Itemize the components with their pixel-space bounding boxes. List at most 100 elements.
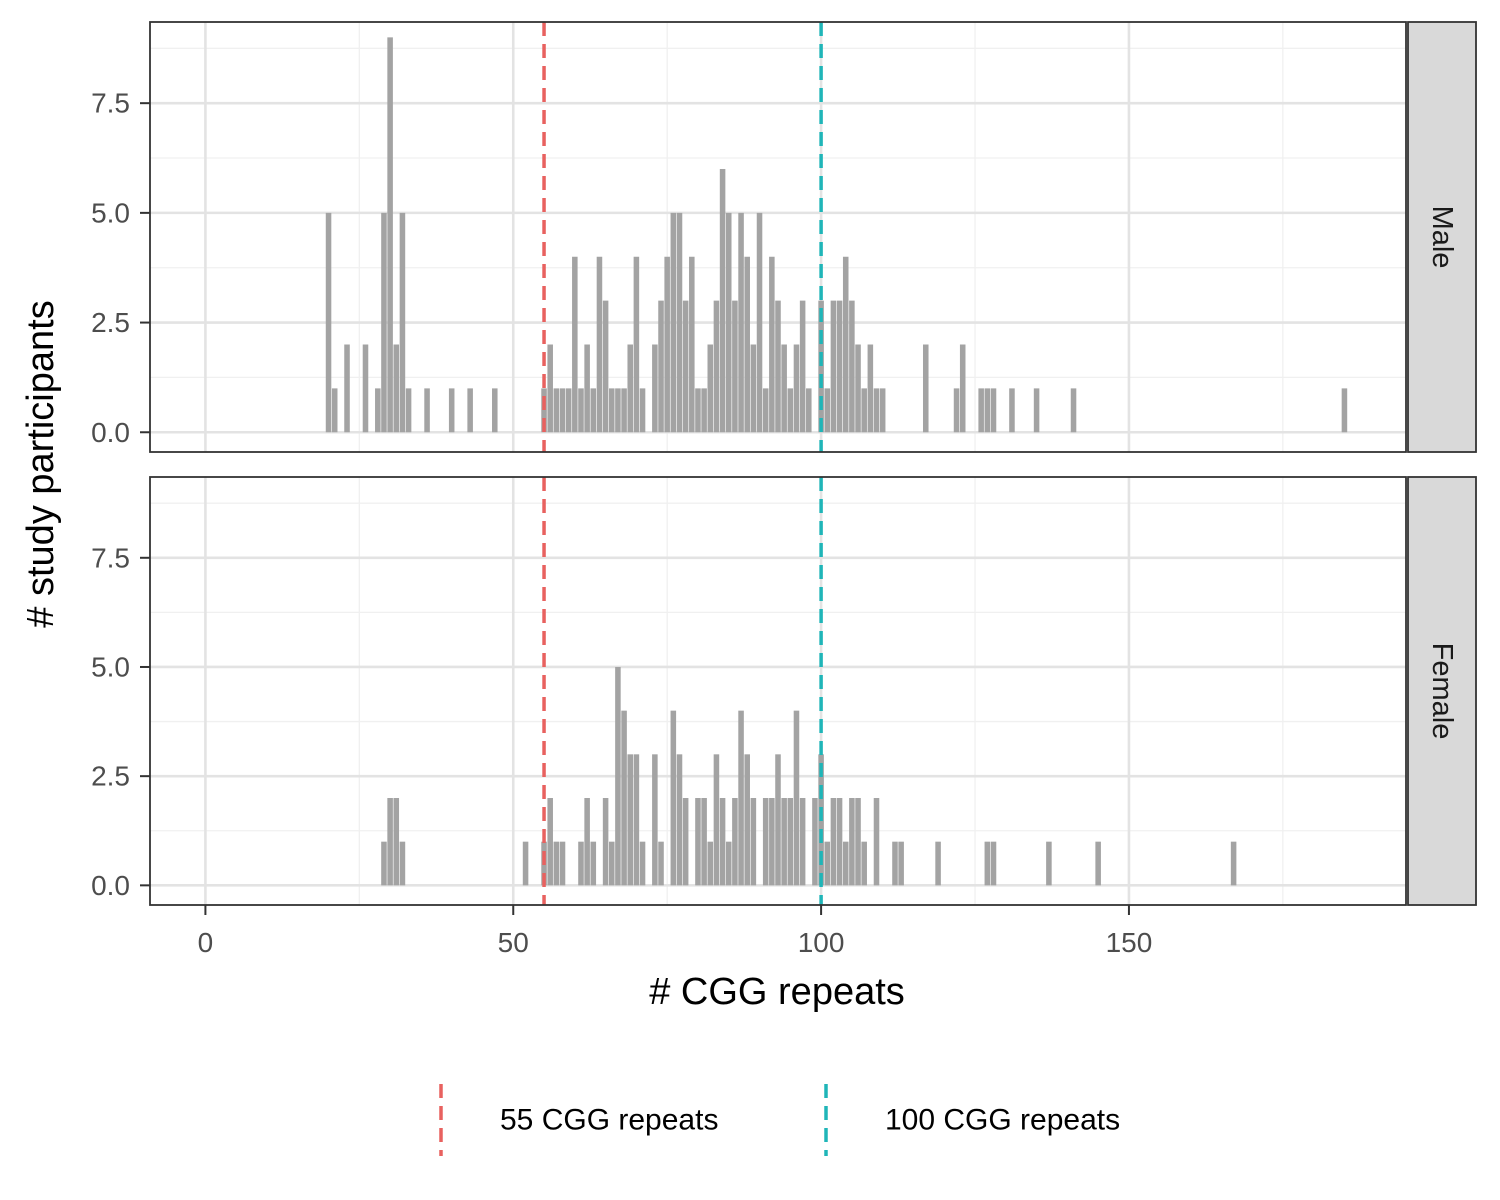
- histogram-bar: [953, 388, 960, 433]
- histogram-bar: [578, 388, 584, 433]
- y-tick-label: 2.5: [91, 307, 130, 338]
- histogram-bar: [744, 256, 750, 433]
- histogram-bar: [1046, 841, 1052, 886]
- histogram-bar: [861, 388, 867, 433]
- histogram-bar: [344, 344, 350, 433]
- histogram-bar: [873, 798, 880, 886]
- histogram-bar: [689, 256, 695, 433]
- x-axis-title: # CGG repeats: [649, 971, 905, 1013]
- histogram-bar: [652, 754, 658, 886]
- histogram-bar: [836, 798, 843, 886]
- histogram-bar: [959, 344, 966, 433]
- y-tick-label: 7.5: [91, 542, 130, 573]
- histogram-bar: [701, 798, 707, 886]
- histogram-bar: [602, 798, 609, 886]
- facet-panels: Male 0.0 2.5 5.0 7.5 Female 0.0 2.5 5.0 7.5 0 50 100…: [91, 21, 1477, 958]
- histogram-bar: [448, 388, 455, 433]
- histogram-bar: [676, 754, 683, 886]
- histogram-bar: [553, 841, 560, 886]
- histogram-bar: [658, 841, 664, 886]
- x-tick-label: 0: [198, 927, 214, 958]
- panel-border: [149, 21, 1407, 453]
- histogram-bar: [707, 841, 714, 886]
- y-tick-label: 0.0: [91, 870, 130, 901]
- histogram-bar: [719, 168, 726, 433]
- histogram-bar: [861, 841, 867, 886]
- histogram-bar: [713, 300, 720, 433]
- histogram-bar: [738, 212, 744, 433]
- histogram-bar: [682, 798, 689, 886]
- histogram-bar: [381, 212, 387, 433]
- histogram-bar: [633, 256, 640, 433]
- histogram-bar: [787, 798, 794, 886]
- histogram-bar: [1230, 841, 1237, 886]
- histogram-bar: [325, 212, 332, 433]
- histogram-bar: [664, 256, 670, 433]
- histogram-bar: [615, 388, 621, 433]
- histogram-bar: [732, 798, 738, 886]
- histogram-bar: [627, 754, 634, 886]
- histogram-bar: [652, 344, 658, 433]
- histogram-bar: [701, 388, 707, 433]
- histogram-bar: [855, 798, 861, 886]
- histogram-bar: [381, 841, 387, 886]
- histogram-bar: [984, 841, 991, 886]
- histogram-bar: [584, 798, 590, 886]
- facet-strip: [1407, 21, 1477, 453]
- histogram-bar: [879, 388, 886, 433]
- histogram-bar: [399, 212, 406, 433]
- histogram-bar: [892, 841, 898, 886]
- histogram-bar: [1095, 841, 1101, 886]
- histogram-bar: [590, 388, 597, 433]
- histogram-bar: [1341, 388, 1348, 433]
- histogram-bar: [750, 344, 757, 433]
- histogram-bar: [775, 754, 781, 886]
- histogram-bar: [492, 388, 498, 433]
- histogram-bar: [762, 388, 769, 433]
- histogram-bar: [769, 256, 775, 433]
- histogram-bar: [387, 798, 393, 886]
- histogram-bar: [467, 388, 473, 433]
- legend: 55 CGG repeats 100 CGG repeats: [439, 1084, 1120, 1156]
- histogram-bar: [1009, 388, 1015, 433]
- histogram-bar: [596, 256, 603, 433]
- histogram-bar: [769, 798, 775, 886]
- histogram-bar: [553, 388, 560, 433]
- histogram-bar: [547, 344, 553, 433]
- histogram-bar: [621, 710, 627, 886]
- histogram-bar: [836, 300, 843, 433]
- histogram-bar: [375, 388, 381, 433]
- histogram-bar: [393, 798, 400, 886]
- legend-label-100: 100 CGG repeats: [885, 1104, 1120, 1137]
- histogram-bar: [830, 798, 837, 886]
- histogram-bar: [935, 841, 941, 886]
- histogram-bar: [756, 212, 763, 433]
- histogram-bar: [849, 798, 855, 886]
- histogram-bar: [824, 388, 831, 433]
- histogram-bar: [615, 666, 621, 886]
- histogram-bar: [331, 388, 338, 433]
- x-tick-label: 100: [798, 927, 845, 958]
- histogram-bar: [744, 754, 750, 886]
- histogram-bar: [818, 300, 824, 433]
- histogram-bar: [990, 388, 997, 433]
- histogram-bar: [855, 344, 861, 433]
- facet-strip-label: Female: [1426, 643, 1458, 740]
- facet-panel-male: Male 0.0 2.5 5.0 7.5: [91, 21, 1477, 453]
- legend-label-55: 55 CGG repeats: [500, 1104, 718, 1137]
- histogram-bar: [750, 798, 757, 886]
- histogram-bar: [362, 344, 369, 433]
- histogram-bar: [978, 388, 984, 433]
- facet-strip-label: Male: [1426, 206, 1458, 269]
- y-tick-label: 5.0: [91, 651, 130, 682]
- histogram-bar: [658, 300, 664, 433]
- histogram-bar: [639, 841, 646, 886]
- histogram-bar: [984, 388, 991, 433]
- histogram-bar: [559, 388, 566, 433]
- histogram-bar: [842, 256, 849, 433]
- histogram-bar: [695, 798, 701, 886]
- histogram-bar: [399, 841, 406, 886]
- y-tick-label: 0.0: [91, 417, 130, 448]
- histogram-bar: [990, 841, 997, 886]
